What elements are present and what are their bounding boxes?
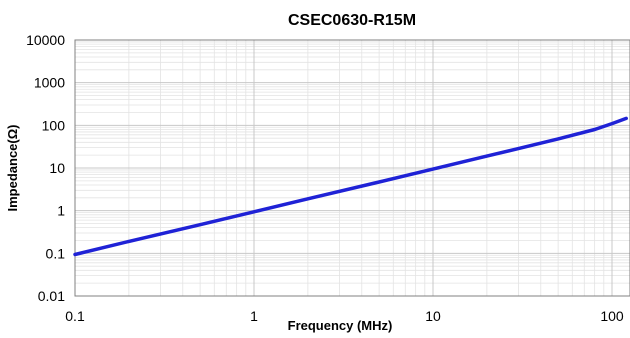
x-tick-label: 1 xyxy=(250,308,258,324)
x-tick-label: 10 xyxy=(425,308,441,324)
x-tick-label: 0.1 xyxy=(65,308,85,324)
y-tick-label: 100 xyxy=(42,117,66,133)
y-tick-label: 0.01 xyxy=(38,288,65,304)
series-layer xyxy=(73,116,628,257)
plot-area-frame xyxy=(74,39,630,297)
y-tick-label: 10 xyxy=(49,160,65,176)
chart-title: CSEC0630-R15M xyxy=(288,12,416,29)
y-axis-ticks: 10000 1000 100 10 1 0.1 0.01 xyxy=(26,32,65,304)
x-axis-ticks: 0.1 1 10 100 xyxy=(65,308,624,324)
y-tick-label: 1 xyxy=(57,203,65,219)
x-tick-label: 100 xyxy=(600,308,624,324)
y-tick-label: 10000 xyxy=(26,32,65,48)
y-axis-label: Impedance(Ω) xyxy=(5,125,20,212)
x-axis-label: Frequency (MHz) xyxy=(288,318,393,333)
y-tick-label: 1000 xyxy=(34,75,65,91)
impedance-series-line xyxy=(73,116,628,257)
y-tick-label: 0.1 xyxy=(46,245,66,261)
